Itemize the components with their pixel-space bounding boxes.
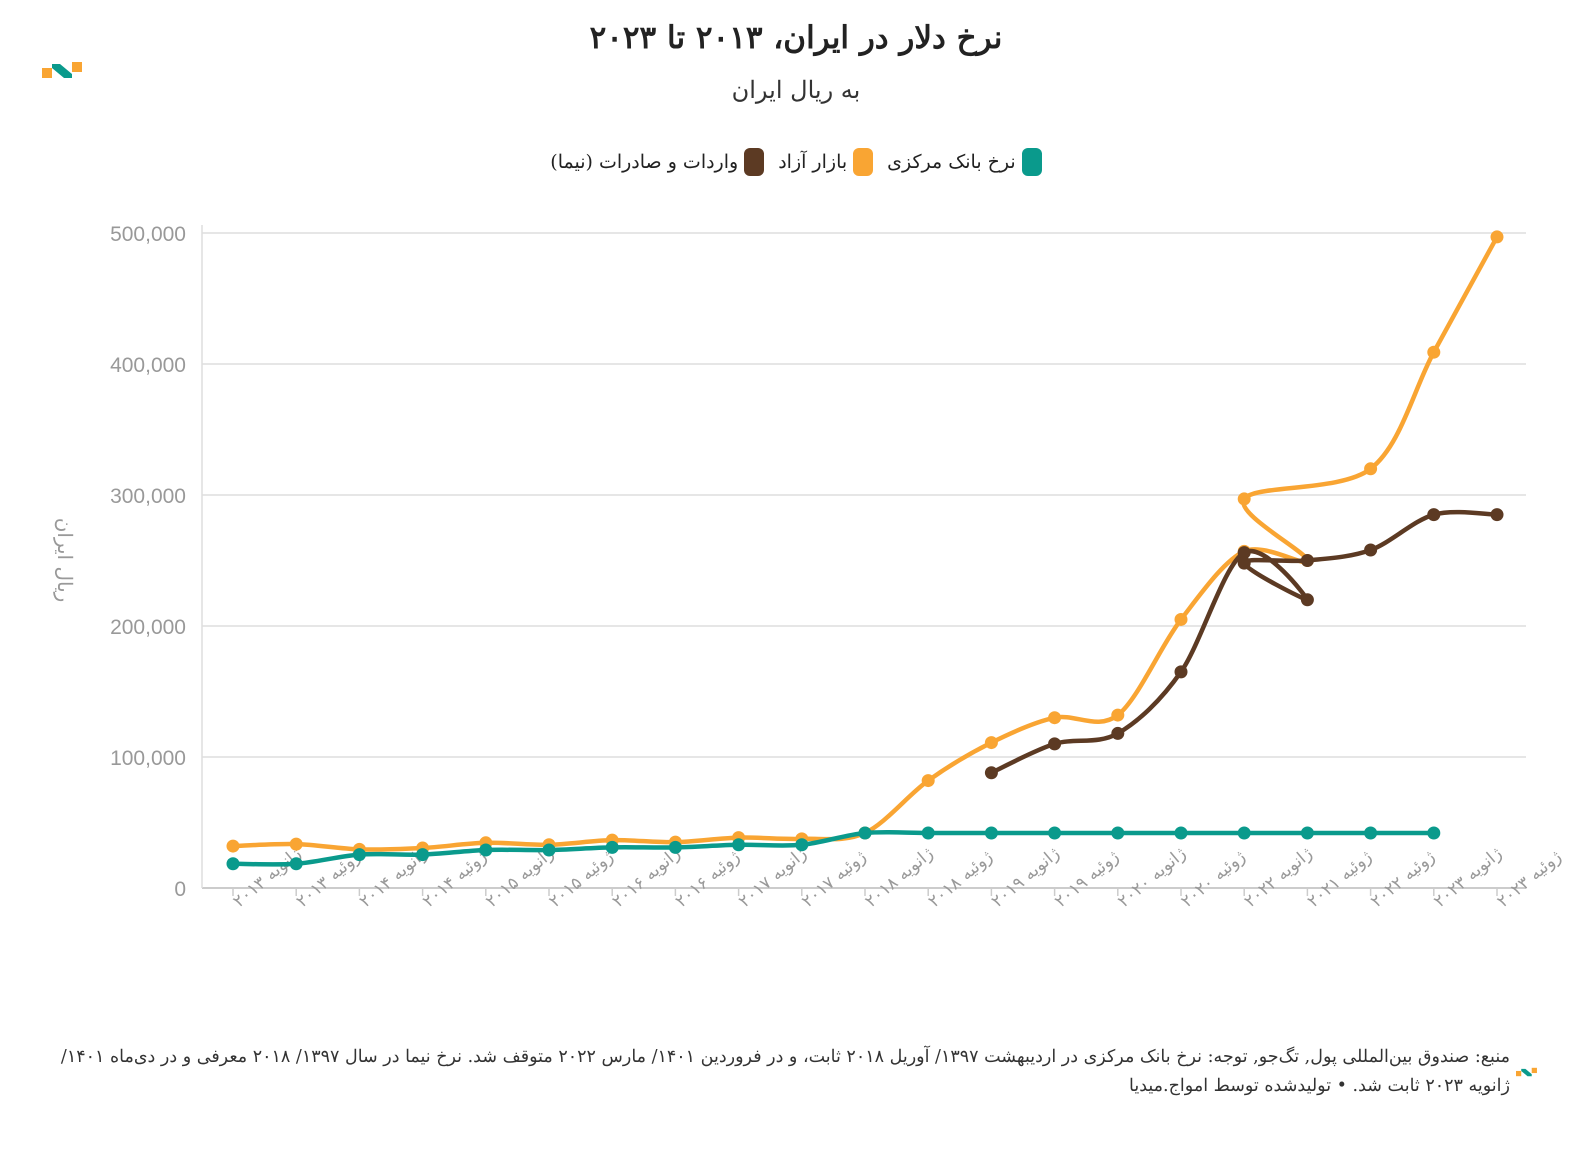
chart-legend: نرخ بانک مرکزی بازار آزاد واردات و صادرا… xyxy=(0,148,1592,176)
data-point[interactable] xyxy=(1490,230,1504,244)
x-tick-label: ژوئیه ۲۰۱۶ xyxy=(672,847,744,912)
data-point[interactable] xyxy=(1174,612,1188,626)
x-tick-label: ژانویه ۲۰۲۲ xyxy=(1241,844,1317,912)
legend-item-nima[interactable]: واردات و صادرات (نیما) xyxy=(550,148,765,176)
x-tick-label: ژانویه ۲۰۱۷ xyxy=(735,844,811,912)
x-tick-label: ژوئیه ۲۰۲۰ xyxy=(1177,847,1249,912)
data-point[interactable] xyxy=(984,826,998,840)
y-tick-label: 100,000 xyxy=(110,747,186,770)
legend-swatch-central-bank xyxy=(1021,148,1042,176)
data-point[interactable] xyxy=(1237,826,1251,840)
data-point[interactable] xyxy=(858,826,872,840)
x-tick-label: ژوئیه ۲۰۲۳ xyxy=(1493,847,1565,912)
x-tick-label: ژوئیه ۲۰۲۱ xyxy=(1304,847,1376,912)
data-point[interactable] xyxy=(1111,826,1125,840)
legend-swatch-free-market xyxy=(853,148,874,176)
y-tick-label: 400,000 xyxy=(110,354,186,377)
y-axis-label: ریال ایران xyxy=(53,518,77,603)
line-chart: 0 100,000 200,000 300,000 400,000 500,000 ژانو… xyxy=(53,223,1565,912)
legend-label-nima: واردات و صادرات (نیما) xyxy=(550,151,739,173)
data-point[interactable] xyxy=(226,839,240,853)
data-point[interactable] xyxy=(1300,826,1314,840)
x-tick-label: ژوئیه ۲۰۱۹ xyxy=(1051,847,1123,912)
data-point[interactable] xyxy=(984,736,998,750)
data-point[interactable] xyxy=(289,857,303,871)
data-point[interactable] xyxy=(1364,462,1378,476)
data-point[interactable] xyxy=(668,840,682,854)
x-tick-label: ژانویه ۲۰۱۸ xyxy=(861,844,937,912)
data-point[interactable] xyxy=(226,857,240,871)
legend-item-central-bank[interactable]: نرخ بانک مرکزی xyxy=(887,148,1042,176)
x-tick-label: ژوئیه ۲۰۱۷ xyxy=(798,847,870,912)
legend-label-central-bank: نرخ بانک مرکزی xyxy=(887,151,1016,173)
x-tick-label: ژوئیه ۲۰۱۸ xyxy=(925,847,997,912)
grid-layer xyxy=(201,225,1526,896)
data-point[interactable] xyxy=(1237,546,1251,560)
data-point[interactable] xyxy=(1427,826,1441,840)
data-point[interactable] xyxy=(542,843,556,857)
chart-title: نرخ دلار در ایران، ۲۰۱۳ تا ۲۰۲۳ xyxy=(589,20,1003,56)
data-point[interactable] xyxy=(1174,665,1188,679)
brand-logo xyxy=(42,62,82,78)
series-layer xyxy=(226,230,1504,871)
y-tick-label: 300,000 xyxy=(110,485,186,508)
y-tick-label: 0 xyxy=(174,878,186,901)
data-point[interactable] xyxy=(795,838,809,852)
x-tick-label: ژانویه ۲۰۱۳ xyxy=(229,844,305,912)
data-point[interactable] xyxy=(1427,508,1441,522)
data-point[interactable] xyxy=(921,774,935,788)
data-point[interactable] xyxy=(416,848,430,862)
data-point[interactable] xyxy=(1364,826,1378,840)
axis-layer: 0 100,000 200,000 300,000 400,000 500,000 ژانو… xyxy=(110,223,1565,912)
data-point[interactable] xyxy=(289,837,303,851)
data-point[interactable] xyxy=(732,838,746,852)
source-note: منبع: صندوق بین‌المللی پول, تگ‌جو, توجه:… xyxy=(60,1047,1510,1096)
x-tick-label: ژانویه ۲۰۱۹ xyxy=(988,844,1064,912)
data-point[interactable] xyxy=(1048,711,1062,725)
data-point[interactable] xyxy=(1111,708,1125,722)
data-point[interactable] xyxy=(1427,345,1441,359)
y-tick-label: 200,000 xyxy=(110,616,186,639)
legend-label-free-market: بازار آزاد xyxy=(778,151,848,173)
data-point[interactable] xyxy=(1237,492,1251,506)
data-point[interactable] xyxy=(1300,593,1314,607)
x-tick-label: ژوئیه ۲۰۱۵ xyxy=(545,847,617,912)
legend-item-free-market[interactable]: بازار آزاد xyxy=(778,148,874,176)
x-tick-label: ژوئیه ۲۰۱۴ xyxy=(419,847,491,912)
data-point[interactable] xyxy=(1490,508,1504,522)
data-point[interactable] xyxy=(1048,826,1062,840)
y-tick-label: 500,000 xyxy=(110,223,186,246)
x-tick-label: ژانویه ۲۰۲۰ xyxy=(1114,844,1190,912)
data-point[interactable] xyxy=(352,848,366,862)
data-point[interactable] xyxy=(605,840,619,854)
data-point[interactable] xyxy=(1111,726,1125,740)
x-tick-label: ژانویه ۲۰۱۶ xyxy=(609,844,685,912)
data-point[interactable] xyxy=(1300,554,1314,567)
data-point[interactable] xyxy=(984,766,998,780)
legend-swatch-nima xyxy=(744,148,765,176)
data-point[interactable] xyxy=(1364,543,1378,557)
data-point[interactable] xyxy=(479,843,493,857)
x-tick-label: ژانویه ۲۰۲۳ xyxy=(1430,844,1506,912)
data-point[interactable] xyxy=(1048,737,1062,751)
footer-logo xyxy=(1516,1067,1537,1077)
data-point[interactable] xyxy=(1174,826,1188,840)
x-tick-label: ژوئیه ۲۰۲۲ xyxy=(1367,847,1439,912)
chart-subtitle: به ریال ایران xyxy=(731,76,861,104)
data-point[interactable] xyxy=(921,826,935,840)
data-point[interactable] xyxy=(1237,556,1251,570)
